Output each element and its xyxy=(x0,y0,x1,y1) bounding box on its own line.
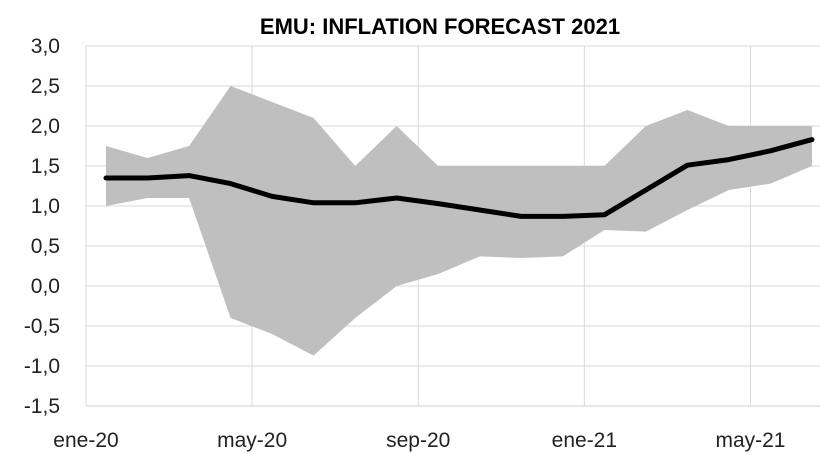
x-tick-label: may-21 xyxy=(715,429,785,452)
x-axis-tick-labels: ene-20 may-20 sep-20 ene-21 may-21 xyxy=(53,429,785,452)
consensus-forecast-line xyxy=(103,137,815,219)
y-tick-label: 1,5 xyxy=(31,155,60,178)
chart-title: EMU: INFLATION FORECAST 2021 xyxy=(260,14,620,39)
x-tick-label: ene-21 xyxy=(552,429,617,452)
y-tick-label: 3,0 xyxy=(31,35,60,58)
y-tick-label: 0,5 xyxy=(31,235,60,258)
y-tick-label: 1,0 xyxy=(31,195,60,218)
y-tick-label: -1,0 xyxy=(24,355,60,378)
y-tick-label: -1,5 xyxy=(24,395,60,418)
y-tick-label: 2,5 xyxy=(31,75,60,98)
y-tick-label: -0,5 xyxy=(24,315,60,338)
forecast-range-area xyxy=(106,86,812,356)
forecast-range-band xyxy=(106,86,812,356)
forecast-line-path xyxy=(103,137,815,219)
x-tick-label: ene-20 xyxy=(53,429,118,452)
x-tick-label: sep-20 xyxy=(386,429,450,452)
y-tick-label: 2,0 xyxy=(31,115,60,138)
y-tick-label: 0,0 xyxy=(31,275,60,298)
x-tick-label: may-20 xyxy=(217,429,287,452)
y-axis-tick-labels: 3,0 2,5 2,0 1,5 1,0 0,5 0,0 -0,5 -1,0 -1,5 xyxy=(24,35,60,418)
